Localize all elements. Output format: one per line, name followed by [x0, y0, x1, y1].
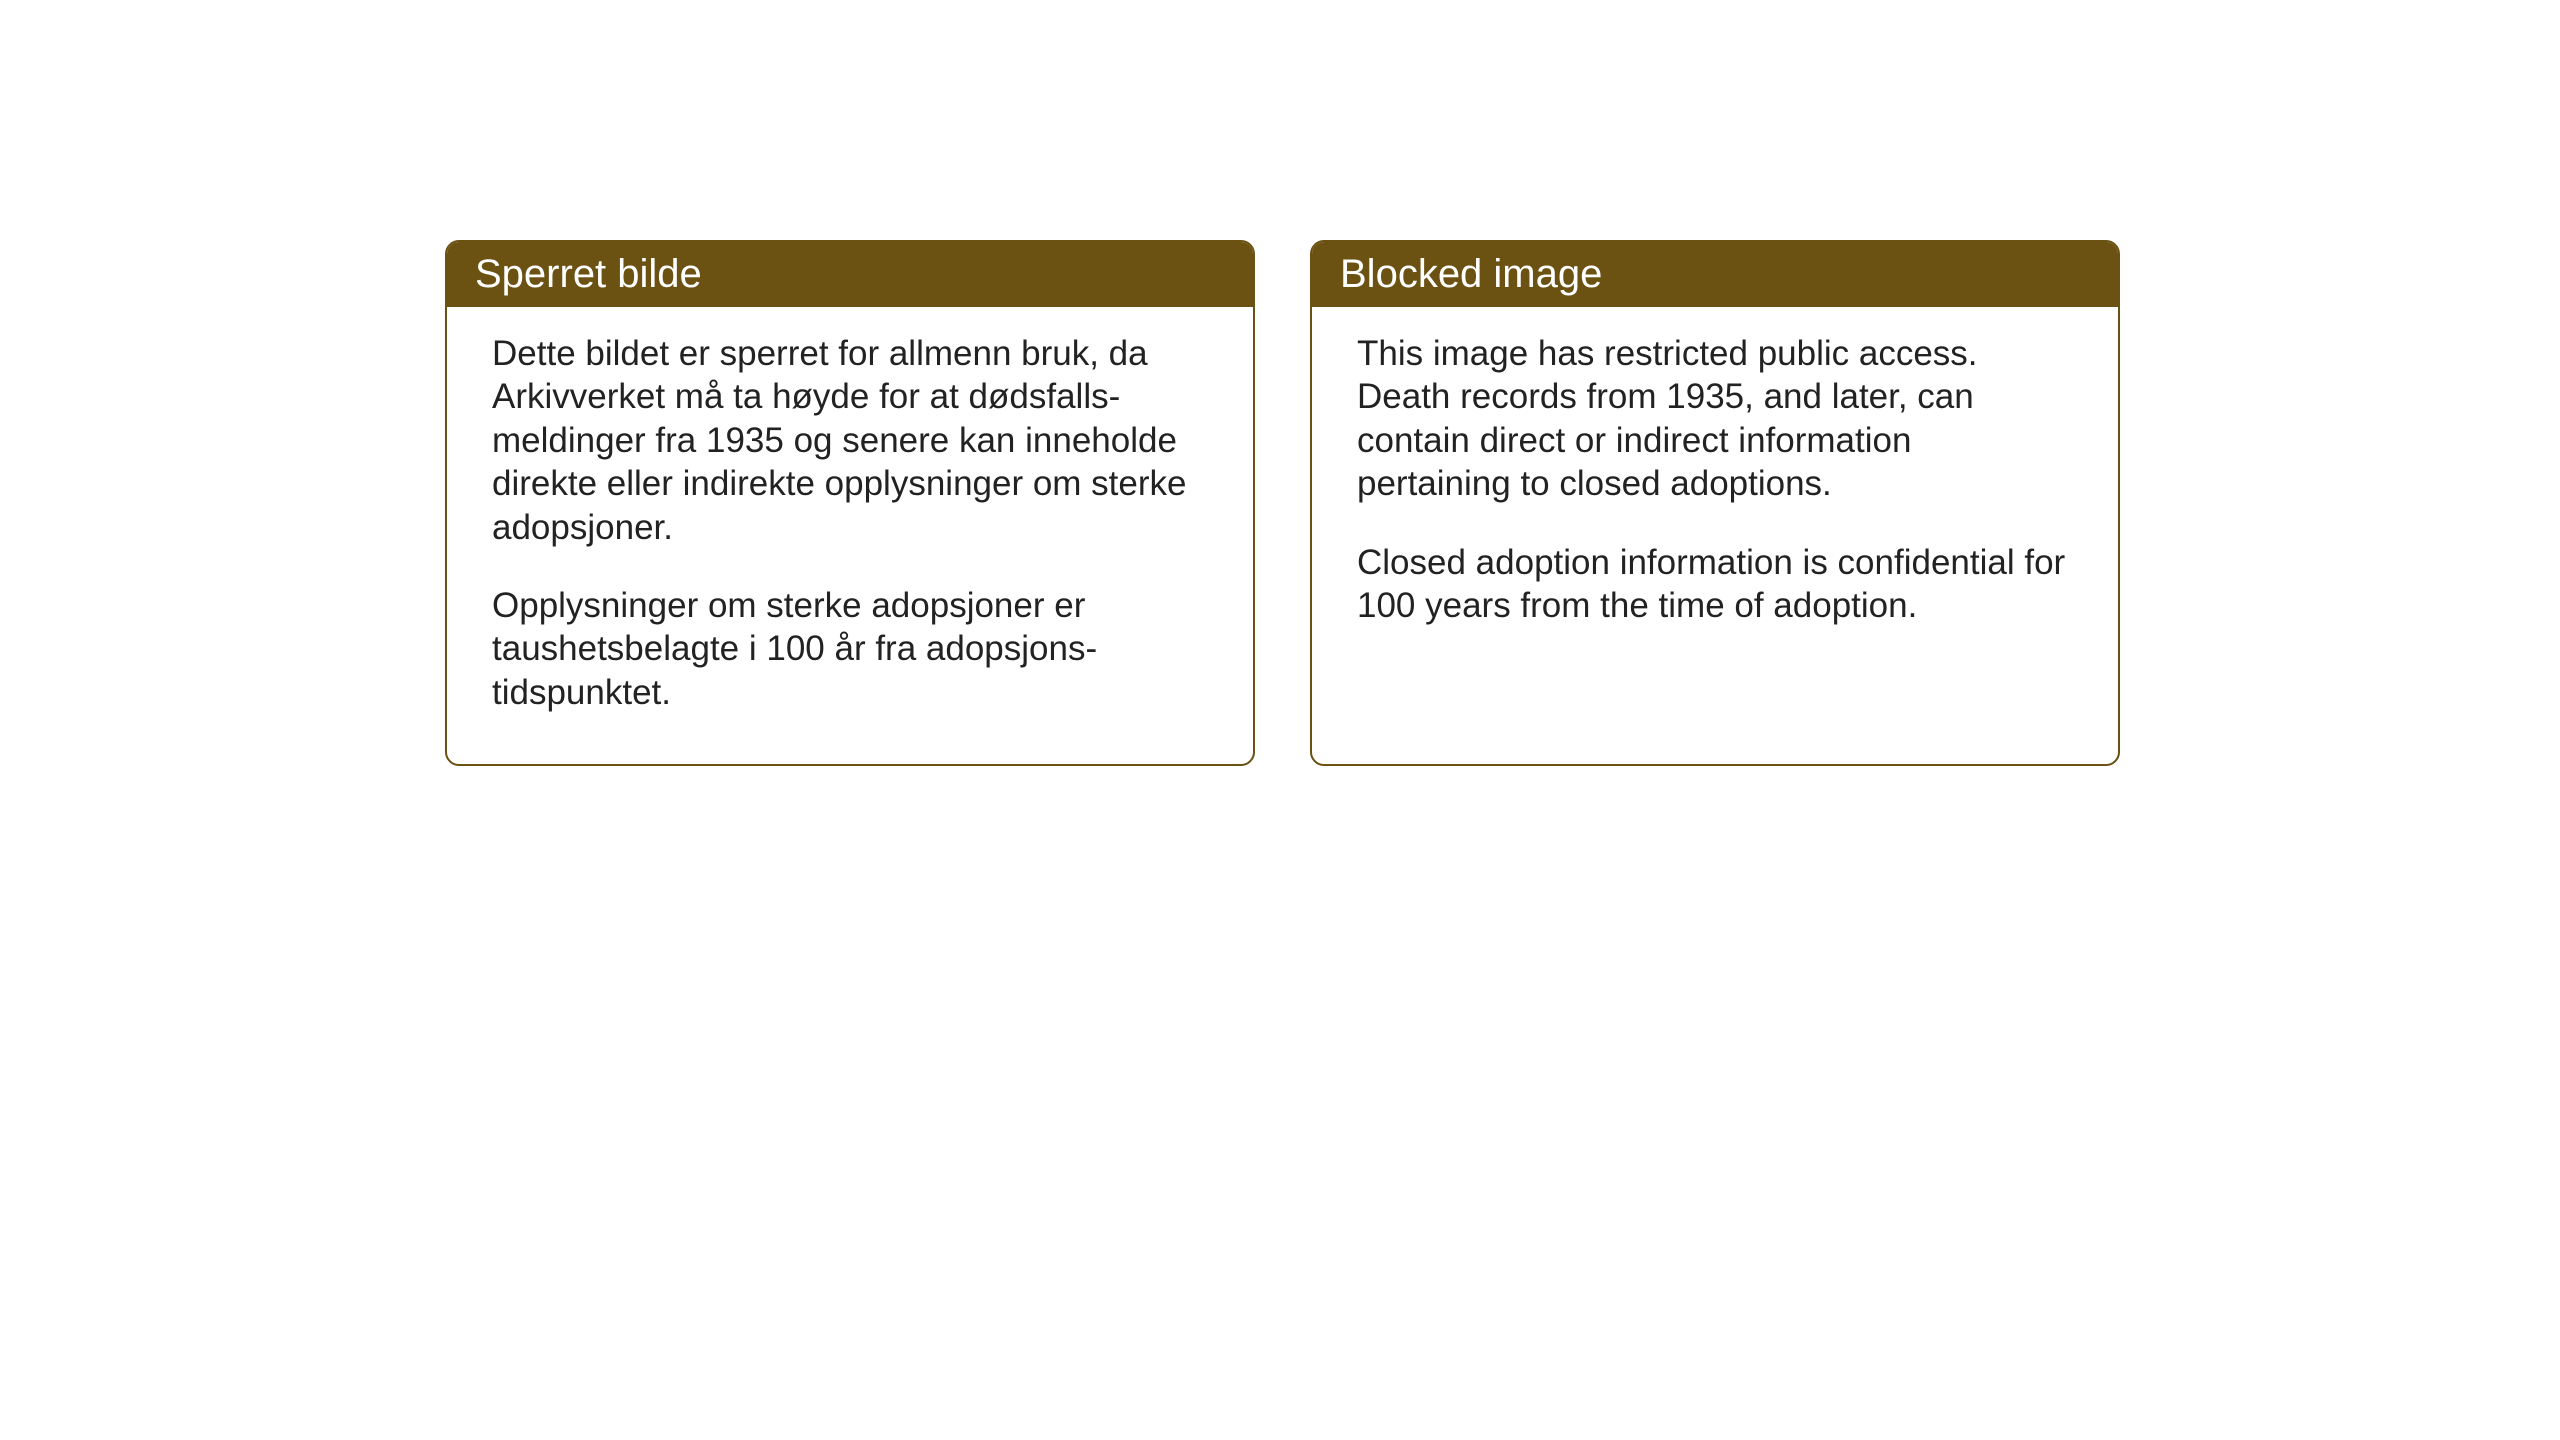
- cards-container: Sperret bilde Dette bildet er sperret fo…: [445, 240, 2560, 766]
- english-card-title: Blocked image: [1312, 242, 2118, 307]
- norwegian-card-title: Sperret bilde: [447, 242, 1253, 307]
- english-card: Blocked image This image has restricted …: [1310, 240, 2120, 766]
- norwegian-paragraph-2: Opplysninger om sterke adopsjoner er tau…: [492, 584, 1208, 714]
- norwegian-paragraph-1: Dette bildet er sperret for allmenn bruk…: [492, 332, 1208, 549]
- norwegian-card: Sperret bilde Dette bildet er sperret fo…: [445, 240, 1255, 766]
- english-card-body: This image has restricted public access.…: [1312, 307, 2118, 677]
- norwegian-card-body: Dette bildet er sperret for allmenn bruk…: [447, 307, 1253, 764]
- english-paragraph-2: Closed adoption information is confident…: [1357, 541, 2073, 628]
- english-paragraph-1: This image has restricted public access.…: [1357, 332, 2073, 506]
